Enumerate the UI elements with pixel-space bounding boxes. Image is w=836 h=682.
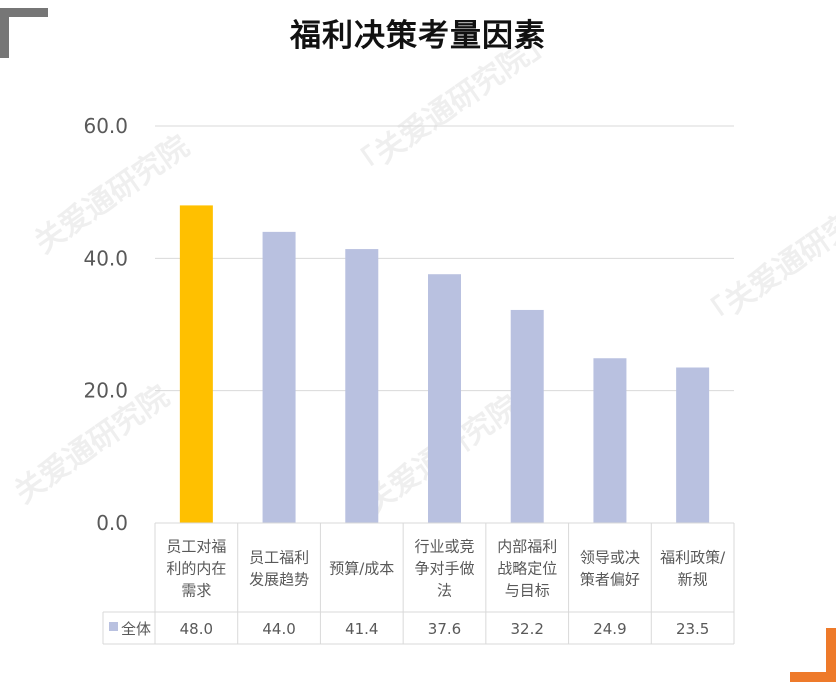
chart-title: 福利决策考量因素 xyxy=(290,18,546,54)
y-tick-label: 0.0 xyxy=(96,511,128,535)
category-label: 需求 xyxy=(181,582,211,600)
bar xyxy=(179,205,213,523)
category-label: 利的内在 xyxy=(166,560,226,578)
category-label: 福利政策/ xyxy=(660,549,726,567)
y-tick-label: 40.0 xyxy=(83,246,128,270)
category-label: 预算/成本 xyxy=(329,560,394,578)
bar xyxy=(262,231,296,523)
data-value-label: 44.0 xyxy=(262,620,295,638)
data-value-label: 37.6 xyxy=(428,620,461,638)
bar xyxy=(428,274,461,523)
category-label: 新规 xyxy=(678,571,708,589)
data-value-label: 24.9 xyxy=(593,620,626,638)
bar xyxy=(345,249,379,523)
legend-swatch xyxy=(109,622,118,631)
legend-label: 全体 xyxy=(121,620,151,638)
corner-bracket-bottom-right-bar xyxy=(790,672,836,682)
category-label: 员工福利 xyxy=(249,549,309,567)
bar xyxy=(593,358,627,523)
data-value-label: 41.4 xyxy=(345,620,378,638)
category-label: 员工对福 xyxy=(166,538,226,556)
category-label: 与目标 xyxy=(505,582,550,600)
data-value-label: 23.5 xyxy=(676,620,709,638)
corner-bracket-bottom-right xyxy=(826,628,836,682)
data-value-label: 32.2 xyxy=(511,620,544,638)
category-label: 策者偏好 xyxy=(580,571,640,589)
y-tick-label: 60.0 xyxy=(83,114,128,138)
corner-bracket-top-left xyxy=(0,8,9,58)
category-label: 领导或决 xyxy=(580,549,640,567)
corner-bracket-top-left-bar xyxy=(0,8,48,17)
category-label: 发展趋势 xyxy=(249,571,309,589)
y-tick-label: 20.0 xyxy=(83,379,128,403)
category-label: 行业或竞 xyxy=(414,538,474,556)
bar xyxy=(510,309,544,523)
bar xyxy=(676,367,710,523)
data-value-label: 48.0 xyxy=(180,620,213,638)
category-label: 法 xyxy=(437,582,452,600)
category-label: 内部福利 xyxy=(497,538,557,556)
category-label: 争对手做 xyxy=(414,560,474,578)
category-label: 战略定位 xyxy=(497,560,557,578)
